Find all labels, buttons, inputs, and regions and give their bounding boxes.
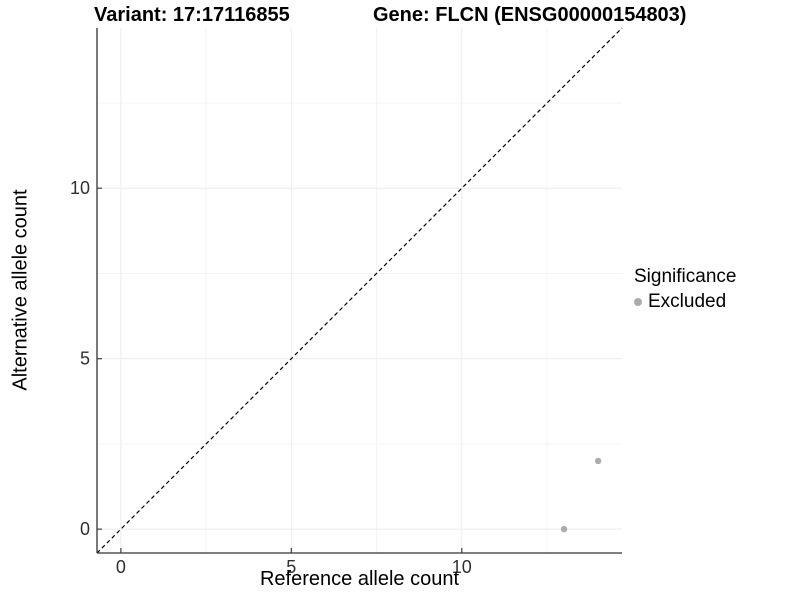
legend: Significance Excluded xyxy=(634,266,736,313)
x-tick-label: 10 xyxy=(452,557,472,577)
legend-point-icon xyxy=(634,298,642,306)
identity-dashed-line xyxy=(96,27,623,554)
x-tick-label: 5 xyxy=(286,557,296,577)
y-tick-label: 10 xyxy=(70,178,90,198)
gene-title: Gene: FLCN (ENSG00000154803) xyxy=(373,4,687,26)
legend-title: Significance xyxy=(634,266,737,287)
data-point xyxy=(594,457,602,465)
variant-title: Variant: 17:17116855 xyxy=(94,4,290,26)
legend-item-excluded: Excluded xyxy=(634,291,736,313)
data-point xyxy=(560,525,568,533)
x-tick-label: 0 xyxy=(116,557,126,577)
y-axis-title: Alternative allele count xyxy=(9,189,32,391)
y-tick-label: 0 xyxy=(80,519,90,539)
legend-item-label: Excluded xyxy=(648,291,727,312)
y-tick-label: 5 xyxy=(80,349,90,369)
x-axis-title: Reference allele count xyxy=(259,568,459,590)
